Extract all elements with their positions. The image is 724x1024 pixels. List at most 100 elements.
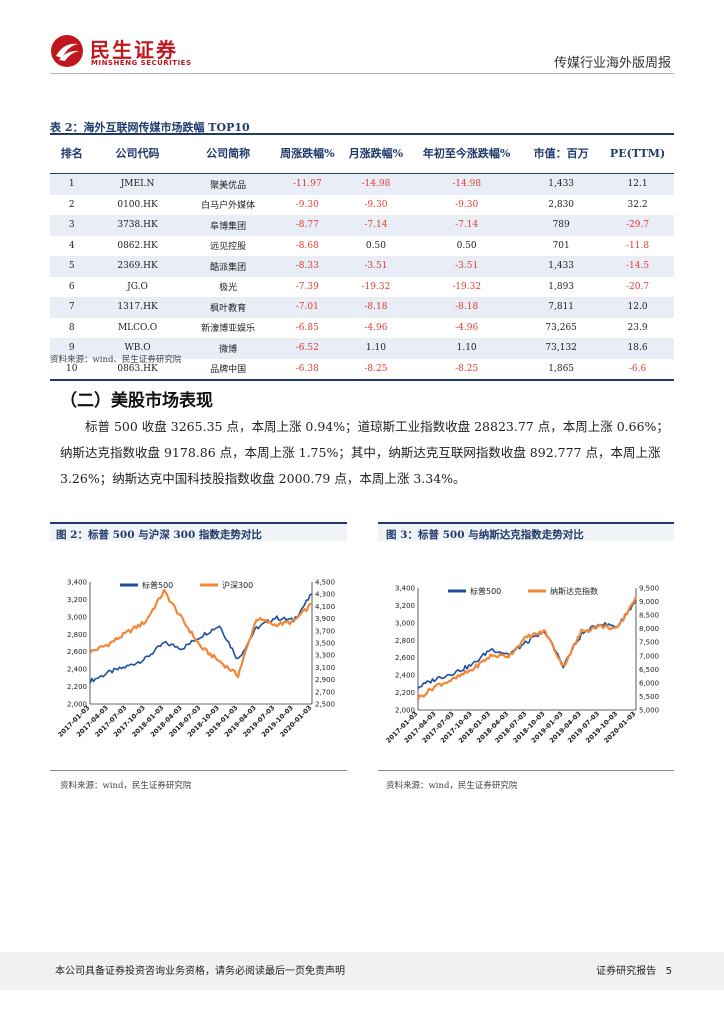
legend-label: 沪深300 bbox=[222, 580, 253, 590]
table-cell: 4 bbox=[68, 240, 75, 251]
table-cell: 18.6 bbox=[627, 343, 648, 354]
table-cell: 6 bbox=[68, 281, 75, 292]
right-tick-label: 7,500 bbox=[639, 639, 659, 647]
table-source: 资料来源：wind、民生证券研究院 bbox=[50, 355, 182, 365]
table-cell: 1.10 bbox=[365, 343, 386, 354]
fig2-title: 图 2：标普 500 与沪深 300 指数走势对比 bbox=[56, 529, 262, 541]
table-cell: -14.98 bbox=[361, 179, 391, 190]
col-ytd: 年初至今涨跌幅% bbox=[422, 147, 511, 160]
table-cell: 0863.HK bbox=[117, 363, 158, 374]
table-cell: -7.01 bbox=[295, 302, 319, 313]
series-line-secondary bbox=[89, 588, 312, 679]
table-cell: 新濠博亚娱乐 bbox=[201, 324, 256, 335]
table-row: 9 WB.O 微博 -6.52 1.10 1.10 73,132 18.6 bbox=[50, 338, 674, 359]
table-cell: 白马户外媒体 bbox=[201, 201, 256, 212]
right-tick-label: 5,500 bbox=[639, 693, 659, 701]
left-tick-label: 3,000 bbox=[67, 613, 87, 621]
left-tick-label: 2,600 bbox=[395, 654, 415, 662]
left-tick-label: 2,600 bbox=[67, 648, 87, 656]
left-tick-label: 2,200 bbox=[67, 683, 87, 691]
table-cell: -19.32 bbox=[452, 281, 482, 292]
table-cell: 3738.HK bbox=[117, 220, 158, 231]
table-cell: -8.25 bbox=[455, 363, 479, 374]
table-row: 8 MLCO.O 新濠博亚娱乐 -6.85 -4.96 -4.96 73,265 23.9 bbox=[50, 318, 674, 339]
left-tick-label: 2,000 bbox=[395, 707, 415, 715]
table-cell: 微博 bbox=[219, 344, 238, 355]
right-tick-label: 5,000 bbox=[639, 707, 659, 715]
fig3-source: 资料来源：wind，民生证券研究院 bbox=[386, 781, 518, 791]
table-cell: -4.96 bbox=[364, 322, 388, 333]
table-cell: 0862.HK bbox=[117, 240, 158, 251]
right-tick-label: 9,000 bbox=[639, 598, 659, 606]
left-tick-label: 2,400 bbox=[395, 672, 415, 680]
series-line-primary bbox=[89, 593, 313, 684]
table-cell: 789 bbox=[552, 220, 570, 231]
col-rank: 排名 bbox=[60, 147, 83, 160]
legend-label: 标普500 bbox=[142, 580, 173, 590]
table-cell: MLCO.O bbox=[117, 322, 158, 333]
table-cell: 阜博集团 bbox=[210, 221, 247, 232]
table-row: 3 3738.HK 阜博集团 -8.77 -7.14 -7.14 789 -29.7 bbox=[50, 215, 674, 236]
col-month: 月涨跌幅% bbox=[348, 147, 404, 160]
section-paragraph: 标普 500 收盘 3265.35 点，本周上涨 0.94%；道琼斯工业指数收盘… bbox=[60, 419, 669, 486]
table-cell: 701 bbox=[552, 240, 570, 251]
table-cell: 3 bbox=[68, 220, 75, 231]
right-tick-label: 2,500 bbox=[315, 701, 335, 709]
table-cell: 0100.HK bbox=[117, 199, 158, 210]
left-tick-label: 2,800 bbox=[395, 637, 415, 645]
table-cell: -14.98 bbox=[452, 179, 482, 190]
footer-disclaimer: 本公司具备证券投资咨询业务资格，请务必阅读最后一页免责声明 bbox=[55, 966, 345, 977]
table-cell: 1,433 bbox=[548, 179, 575, 190]
table-cell: -7.14 bbox=[364, 220, 388, 231]
table-cell: -8.25 bbox=[364, 363, 388, 374]
right-tick-label: 3,700 bbox=[315, 627, 335, 635]
table-cell: -3.51 bbox=[455, 261, 479, 272]
table-cell: 32.2 bbox=[627, 199, 648, 210]
page-number: 5 bbox=[665, 966, 672, 977]
right-tick-label: 4,500 bbox=[315, 579, 335, 587]
col-mktcap: 市值：百万 bbox=[533, 147, 589, 160]
table-cell: JG.O bbox=[127, 281, 148, 292]
fig3-title: 图 3：标普 500 与纳斯达克指数走势对比 bbox=[386, 529, 584, 541]
table-cell: 1,893 bbox=[548, 281, 575, 292]
fig2-divider bbox=[50, 770, 347, 771]
table-cell: -19.32 bbox=[361, 281, 391, 292]
series-line-primary bbox=[417, 599, 637, 689]
table-row: 10 0863.HK 品牌中国 -6.38 -8.25 -8.25 1,865 -6.6 bbox=[50, 359, 674, 380]
table-cell: WB.O bbox=[124, 343, 151, 354]
table-cell: -6.6 bbox=[628, 363, 647, 374]
table-title: 表 2：海外互联网传媒市场跌幅 TOP10 bbox=[50, 121, 250, 134]
table-cell: 7,811 bbox=[548, 302, 575, 313]
table-cell: 聚美优品 bbox=[210, 180, 247, 191]
table-row: 5 2369.HK 酷派集团 -8.33 -3.51 -3.51 1,433 -14.5 bbox=[50, 256, 674, 277]
table-cell: 远见控股 bbox=[210, 242, 247, 253]
fig3-title-bar bbox=[378, 522, 674, 541]
table-cell: 2 bbox=[68, 199, 75, 210]
table-cell: 7 bbox=[68, 302, 75, 313]
footer-report-label: 证券研究报告 bbox=[596, 966, 657, 977]
table-cell: 0.50 bbox=[365, 240, 386, 251]
table-cell: -7.39 bbox=[295, 281, 319, 292]
right-tick-label: 3,300 bbox=[315, 652, 335, 660]
table-cell: -8.33 bbox=[295, 261, 319, 272]
table-cell: 2,830 bbox=[548, 199, 575, 210]
table-cell: -8.18 bbox=[455, 302, 479, 313]
right-tick-label: 9,500 bbox=[639, 585, 659, 593]
right-tick-label: 4,300 bbox=[315, 591, 335, 599]
right-tick-label: 3,100 bbox=[315, 664, 335, 672]
logo-text-cn: 民生证券 bbox=[90, 38, 178, 62]
table-cell: 5 bbox=[68, 261, 75, 272]
table-cell: 1,865 bbox=[548, 363, 575, 374]
table-cell: 0.50 bbox=[456, 240, 477, 251]
right-tick-label: 8,500 bbox=[639, 612, 659, 620]
table-cell: -6.52 bbox=[295, 343, 319, 354]
right-tick-label: 8,000 bbox=[639, 625, 659, 633]
left-tick-label: 2,000 bbox=[67, 701, 87, 709]
right-tick-label: 2,700 bbox=[315, 688, 335, 696]
table-cell: 10 bbox=[66, 363, 78, 374]
table-cell: 1,433 bbox=[548, 261, 575, 272]
table-row: 7 1317.HK 枫叶教育 -7.01 -8.18 -8.18 7,811 12.0 bbox=[50, 297, 674, 318]
table-cell: 73,132 bbox=[545, 343, 577, 354]
left-tick-label: 2,800 bbox=[67, 631, 87, 639]
header-divider bbox=[50, 73, 674, 74]
